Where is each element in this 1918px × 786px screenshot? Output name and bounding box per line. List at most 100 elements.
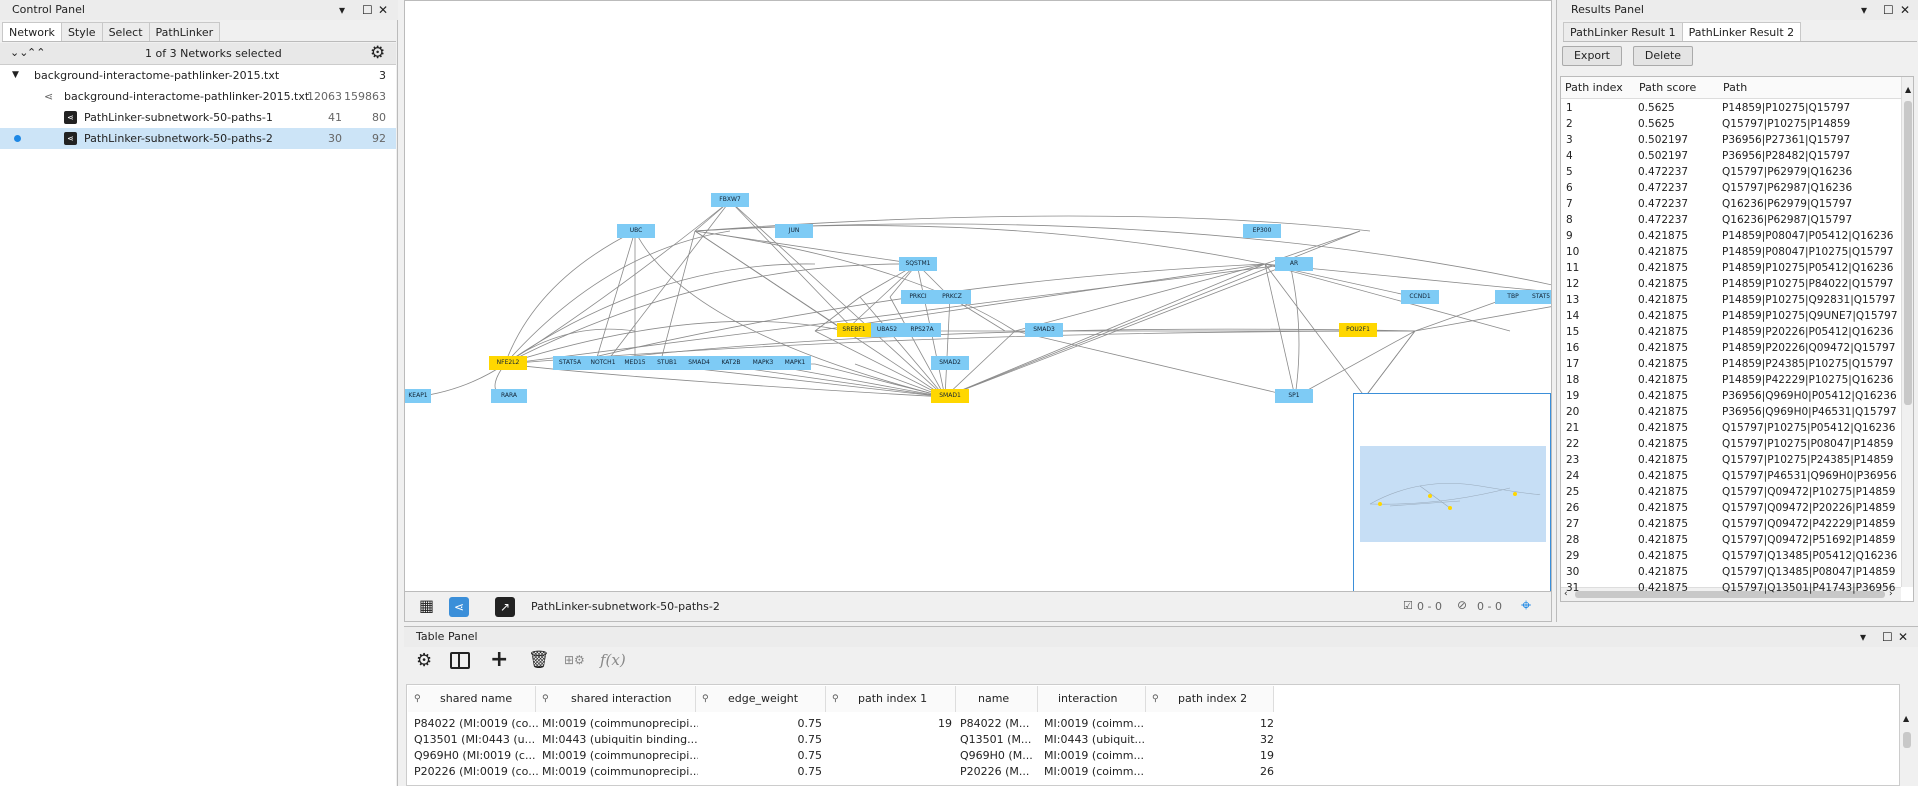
- table-scrollbar-vertical[interactable]: ▲: [1900, 712, 1914, 786]
- expand-all-icon[interactable]: ⌄⌄: [10, 46, 29, 59]
- delete-column-icon[interactable]: 🗑: [528, 650, 550, 670]
- close-icon[interactable]: ✕: [1900, 3, 1911, 17]
- results-row[interactable]: 17 0.421875 P14859|P24385|P10275|Q15797: [1562, 356, 1897, 372]
- results-row[interactable]: 3 0.502197 P36956|P27361|Q15797: [1562, 132, 1897, 148]
- results-row[interactable]: 10 0.421875 P14859|P08047|P10275|Q15797: [1562, 244, 1897, 260]
- results-scrollbar-horizontal[interactable]: ‹ ›: [1561, 587, 1901, 601]
- table-row[interactable]: Q969H0 (MI:0019 (c... MI:0019 (coimmunopr…: [408, 748, 1278, 764]
- node-srebf1[interactable]: SREBF1: [837, 323, 871, 337]
- node-fbxw7[interactable]: FBXW7: [711, 193, 749, 207]
- collapse-all-icon[interactable]: ⌃⌃: [27, 46, 46, 59]
- node-prkci[interactable]: PRKCI: [901, 290, 935, 304]
- function-builder-icon[interactable]: f(x): [600, 651, 626, 669]
- results-row[interactable]: 19 0.421875 P36956|Q969H0|P05412|Q16236: [1562, 388, 1897, 404]
- float-window-icon[interactable]: ☐: [1883, 3, 1894, 17]
- results-row[interactable]: 5 0.472237 Q15797|P62979|Q16236: [1562, 164, 1897, 180]
- scroll-thumb[interactable]: [1904, 101, 1912, 405]
- tab-style[interactable]: Style: [60, 22, 103, 41]
- results-row[interactable]: 22 0.421875 Q15797|P10275|P08047|P14859: [1562, 436, 1897, 452]
- node-tbp[interactable]: TBP: [1495, 290, 1531, 304]
- node-sqstm1[interactable]: SQSTM1: [899, 257, 937, 271]
- node-nfe2l2[interactable]: NFE2L2: [489, 356, 527, 370]
- grid-view-icon[interactable]: ▦: [419, 596, 435, 615]
- fit-content-icon[interactable]: ⌖: [1521, 595, 1532, 616]
- link-table-icon[interactable]: ⊞⚙: [564, 653, 585, 667]
- results-row[interactable]: 13 0.421875 P14859|P10275|Q92831|Q15797: [1562, 292, 1897, 308]
- results-row[interactable]: 27 0.421875 Q15797|Q09472|P42229|P14859: [1562, 516, 1897, 532]
- results-row[interactable]: 2 0.5625 Q15797|P10275|P14859: [1562, 116, 1897, 132]
- hidden-eye-icon[interactable]: ⊘: [1457, 598, 1468, 612]
- tree-collection-row[interactable]: ▼ background-interactome-pathlinker-2015…: [0, 65, 396, 86]
- results-row[interactable]: 1 0.5625 P14859|P10275|Q15797: [1562, 100, 1897, 116]
- results-row[interactable]: 20 0.421875 P36956|Q969H0|P46531|Q15797: [1562, 404, 1897, 420]
- results-row[interactable]: 30 0.421875 Q15797|Q13485|P08047|P14859: [1562, 564, 1897, 580]
- node-kat2b[interactable]: KAT2B: [715, 356, 747, 370]
- results-row[interactable]: 7 0.472237 Q16236|P62979|Q15797: [1562, 196, 1897, 212]
- node-med15[interactable]: MED15: [619, 356, 651, 370]
- network-share-icon-button[interactable]: ⋖: [449, 597, 469, 617]
- col-interaction[interactable]: interaction: [1038, 686, 1146, 712]
- tab-pathlinker[interactable]: PathLinker: [148, 22, 221, 41]
- node-stat5a[interactable]: STAT5A: [553, 356, 587, 370]
- node-notch1[interactable]: NOTCH1: [587, 356, 619, 370]
- tab-network[interactable]: Network: [2, 22, 62, 41]
- export-button[interactable]: Export: [1562, 46, 1622, 66]
- node-jun[interactable]: JUN: [775, 224, 813, 238]
- results-row[interactable]: 25 0.421875 Q15797|Q09472|P10275|P14859: [1562, 484, 1897, 500]
- node-smad3[interactable]: SMAD3: [1025, 323, 1063, 337]
- collapse-triangle-icon[interactable]: ▼: [12, 70, 19, 80]
- results-row[interactable]: 24 0.421875 Q15797|P46531|Q969H0|P36956: [1562, 468, 1897, 484]
- float-window-icon[interactable]: ☐: [362, 3, 373, 17]
- selected-checkbox-icon[interactable]: ☑: [1403, 599, 1413, 612]
- close-icon[interactable]: ✕: [378, 3, 389, 17]
- node-stub1[interactable]: STUB1: [651, 356, 683, 370]
- results-row[interactable]: 4 0.502197 P36956|P28482|Q15797: [1562, 148, 1897, 164]
- col-path-score[interactable]: Path score: [1639, 81, 1697, 94]
- node-ar[interactable]: AR: [1275, 257, 1313, 271]
- results-row[interactable]: 9 0.421875 P14859|P08047|P05412|Q16236: [1562, 228, 1897, 244]
- node-ubc[interactable]: UBC: [617, 224, 655, 238]
- node-mapk3[interactable]: MAPK3: [747, 356, 779, 370]
- tree-root-network-row[interactable]: ⋖ background-interactome-pathlinker-2015…: [0, 86, 396, 107]
- scroll-thumb[interactable]: [1903, 732, 1911, 748]
- col-path-index-2[interactable]: ⚲ path index 2: [1146, 686, 1274, 712]
- close-icon[interactable]: ✕: [1898, 630, 1909, 644]
- results-row[interactable]: 8 0.472237 Q16236|P62987|Q15797: [1562, 212, 1897, 228]
- tree-subnetwork-1-row[interactable]: ⋖ PathLinker-subnetwork-50-paths-1 41 80: [0, 107, 396, 128]
- results-row[interactable]: 15 0.421875 P14859|P20226|P05412|Q16236: [1562, 324, 1897, 340]
- dropdown-arrow-icon[interactable]: ▾: [1861, 3, 1868, 17]
- node-rara[interactable]: RARA: [491, 389, 527, 403]
- node-smad2[interactable]: SMAD2: [931, 356, 969, 370]
- scroll-up-icon[interactable]: ▲: [1903, 714, 1910, 723]
- col-path[interactable]: Path: [1723, 81, 1748, 94]
- col-edge-weight[interactable]: ⚲ edge_weight: [696, 686, 826, 712]
- results-row[interactable]: 31 0.421875 Q15797|Q13501|P41743|P36956: [1562, 580, 1897, 596]
- results-row[interactable]: 29 0.421875 Q15797|Q13485|P05412|Q16236: [1562, 548, 1897, 564]
- tree-subnetwork-2-row[interactable]: ⋖ PathLinker-subnetwork-50-paths-2 30 92: [0, 128, 396, 149]
- table-settings-gear-icon[interactable]: ⚙: [416, 650, 433, 671]
- float-window-icon[interactable]: ☐: [1882, 630, 1893, 644]
- scroll-right-icon[interactable]: ›: [1889, 589, 1893, 599]
- node-pou2f1[interactable]: POU2F1: [1339, 323, 1377, 337]
- node-ep300[interactable]: EP300: [1243, 224, 1281, 238]
- results-row[interactable]: 16 0.421875 P14859|P20226|Q09472|Q15797: [1562, 340, 1897, 356]
- node-stat5[interactable]: STAT5: [1529, 290, 1551, 304]
- results-row[interactable]: 11 0.421875 P14859|P10275|P05412|Q16236: [1562, 260, 1897, 276]
- results-row[interactable]: 21 0.421875 Q15797|P10275|P05412|Q16236: [1562, 420, 1897, 436]
- node-uba52[interactable]: UBA52: [871, 323, 903, 337]
- col-path-index[interactable]: Path index: [1565, 81, 1623, 94]
- results-row[interactable]: 18 0.421875 P14859|P42229|P10275|Q16236: [1562, 372, 1897, 388]
- node-smad1[interactable]: SMAD1: [931, 389, 969, 403]
- node-prkcz[interactable]: PRKCZ: [933, 290, 971, 304]
- node-keap1[interactable]: KEAP1: [405, 389, 431, 403]
- tab-pathlinker-result-1[interactable]: PathLinker Result 1: [1563, 22, 1683, 41]
- node-mapk1[interactable]: MAPK1: [779, 356, 811, 370]
- results-scrollbar-vertical[interactable]: ▲: [1901, 77, 1913, 587]
- scroll-left-icon[interactable]: ‹: [1564, 589, 1568, 599]
- results-row[interactable]: 26 0.421875 Q15797|Q09472|P20226|P14859: [1562, 500, 1897, 516]
- results-row[interactable]: 23 0.421875 Q15797|P10275|P24385|P14859: [1562, 452, 1897, 468]
- results-row[interactable]: 28 0.421875 Q15797|Q09472|P51692|P14859: [1562, 532, 1897, 548]
- dropdown-arrow-icon[interactable]: ▾: [339, 3, 346, 17]
- detach-view-icon[interactable]: ↗: [495, 597, 515, 617]
- node-rps27a[interactable]: RPS27A: [903, 323, 941, 337]
